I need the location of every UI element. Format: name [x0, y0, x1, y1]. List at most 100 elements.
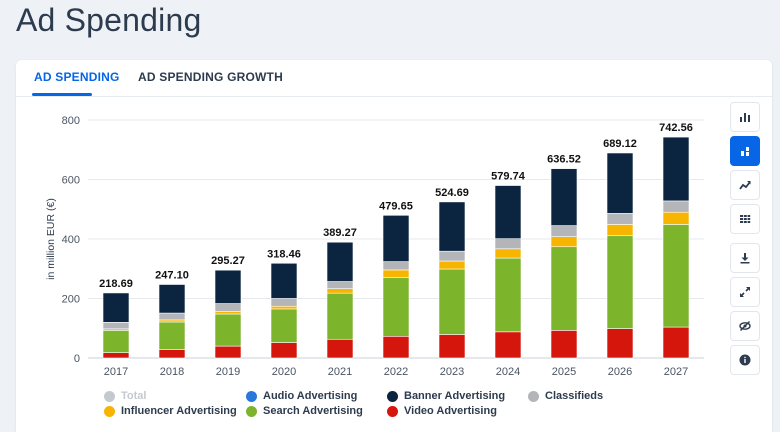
- bar-segment: [494, 185, 522, 240]
- bar-segment: [382, 335, 410, 359]
- bar-segment: [158, 284, 186, 314]
- bar-segment: [662, 326, 690, 359]
- x-tick-label: 2022: [384, 366, 408, 378]
- x-tick-label: 2019: [216, 366, 240, 378]
- legend-label: Audio Advertising: [263, 390, 358, 402]
- x-tick-label: 2018: [160, 366, 184, 378]
- x-tick-label: 2017: [104, 366, 128, 378]
- bar-total-label: 742.56: [659, 122, 693, 134]
- x-tick-label: 2026: [608, 366, 632, 378]
- table-button[interactable]: [730, 204, 760, 234]
- bar-segment: [270, 308, 298, 343]
- info-icon: [739, 354, 751, 366]
- legend-marker: [387, 405, 398, 417]
- legend-item[interactable]: Influencer Advertising: [104, 405, 237, 417]
- hide-icon: [739, 321, 751, 331]
- download-button[interactable]: [730, 243, 760, 273]
- bar-total-label: 579.74: [491, 171, 526, 183]
- bar-segment: [382, 269, 410, 278]
- bar-segment: [214, 313, 242, 347]
- x-tick-label: 2025: [552, 366, 576, 378]
- bar-segment: [214, 303, 242, 312]
- x-tick-label: 2020: [272, 366, 296, 378]
- bar-segment: [270, 305, 298, 310]
- legend-marker: [246, 405, 257, 417]
- bar-segment: [494, 257, 522, 333]
- bar-total-label: 479.65: [379, 200, 413, 212]
- bar-segment: [438, 201, 466, 252]
- legend-item[interactable]: Total: [104, 390, 146, 402]
- info-button[interactable]: [730, 345, 760, 375]
- bar-segment: [102, 330, 130, 353]
- bar-segment: [550, 168, 578, 226]
- bar-total-label: 689.12: [603, 138, 637, 150]
- bar-segment: [326, 241, 354, 282]
- bar-segment: [382, 215, 410, 262]
- bar-segment: [158, 321, 186, 350]
- legend-marker: [387, 390, 398, 402]
- bar-segment: [494, 331, 522, 359]
- legend-item[interactable]: Search Advertising: [246, 405, 363, 417]
- x-tick-label: 2024: [496, 366, 520, 378]
- bar-segment: [326, 281, 354, 289]
- legend-item[interactable]: Audio Advertising: [246, 390, 357, 402]
- bar-segment: [494, 238, 522, 250]
- bar-segment: [606, 328, 634, 359]
- bar-segment: [662, 224, 690, 328]
- bar-segment: [102, 352, 130, 359]
- legend-item[interactable]: Video Advertising: [387, 405, 497, 417]
- x-tick-label: 2023: [440, 366, 464, 378]
- legend-item[interactable]: Classifieds: [528, 390, 603, 402]
- bar-segment: [606, 152, 634, 214]
- bar-segment: [438, 334, 466, 359]
- table-icon: [740, 215, 751, 223]
- fullscreen-button[interactable]: [730, 277, 760, 307]
- bar-segment: [158, 312, 186, 321]
- bar-segment: [270, 342, 298, 359]
- page-title: Ad Spending: [16, 2, 202, 38]
- bar-segment: [382, 261, 410, 271]
- bar-segment: [606, 224, 634, 237]
- bar-segment: [662, 211, 690, 225]
- bar-segment: [270, 298, 298, 307]
- bar-segment: [214, 269, 242, 304]
- legend-item[interactable]: Banner Advertising: [387, 390, 505, 402]
- trend-line-icon: [739, 181, 751, 190]
- bar-total-label: 636.52: [547, 154, 581, 166]
- trend-line-button[interactable]: [730, 170, 760, 200]
- stacked-bar-icon: [741, 147, 749, 156]
- stacked-bar-button[interactable]: [730, 136, 760, 166]
- bar-segment: [494, 248, 522, 259]
- hide-button[interactable]: [730, 311, 760, 341]
- legend-label: Classifieds: [545, 390, 604, 402]
- bar-segment: [662, 200, 690, 213]
- y-tick-label: 800: [62, 115, 80, 127]
- y-axis-label: in million EUR (€): [45, 198, 57, 280]
- bar-segment: [214, 310, 242, 315]
- tab-ad-spending-growth[interactable]: AD SPENDING GROWTH: [138, 70, 283, 84]
- y-tick-label: 600: [62, 175, 80, 187]
- bar-chart-button[interactable]: [730, 102, 760, 132]
- bar-segment: [158, 319, 186, 323]
- x-tick-label: 2021: [328, 366, 352, 378]
- legend-label: Influencer Advertising: [121, 405, 237, 417]
- bar-segment: [438, 250, 466, 262]
- bar-segment: [382, 277, 410, 337]
- legend-label: Search Advertising: [263, 405, 363, 417]
- legend-label: Video Advertising: [404, 405, 497, 417]
- legend-marker: [104, 405, 115, 417]
- chart-card: AD SPENDING AD SPENDING GROWTH 0 200 400 60…: [16, 60, 772, 432]
- bar-total-label: 295.27: [211, 255, 245, 267]
- bar-segment: [550, 225, 578, 237]
- download-icon: [740, 253, 750, 264]
- tab-bar: AD SPENDING AD SPENDING GROWTH: [16, 60, 772, 97]
- bar-segment: [550, 246, 578, 331]
- bar-chart-icon: [740, 113, 750, 122]
- y-tick-label: 0: [74, 353, 80, 365]
- bar-segment: [550, 236, 578, 248]
- bar-segment: [606, 235, 634, 329]
- bar-total-label: 218.69: [99, 278, 133, 290]
- tab-ad-spending[interactable]: AD SPENDING: [34, 70, 120, 84]
- bar-total-label: 318.46: [267, 248, 301, 260]
- bar-total-label: 389.27: [323, 227, 357, 239]
